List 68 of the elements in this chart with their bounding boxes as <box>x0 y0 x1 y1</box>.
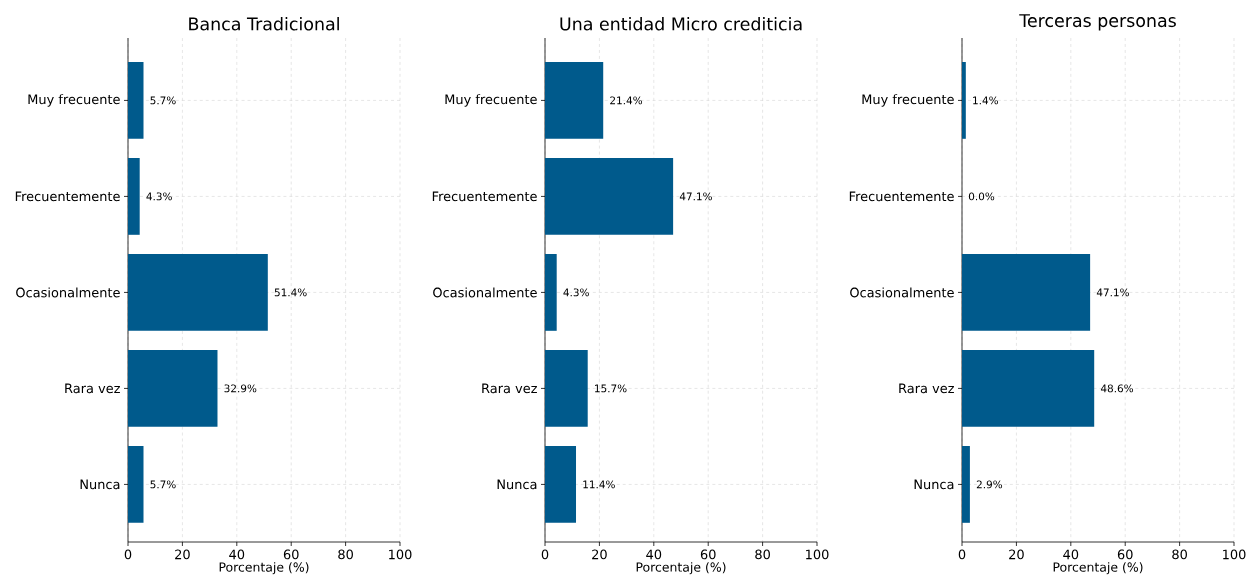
bar <box>962 350 1095 427</box>
bar <box>545 254 557 331</box>
x-tick-label: 0 <box>124 549 132 560</box>
y-tick-label: Muy frecuente <box>862 94 954 107</box>
bar <box>545 62 604 139</box>
y-tick-label: Ocasionalmente <box>16 287 120 298</box>
x-tick-label: 20 <box>592 549 607 560</box>
x-tick-label: 60 <box>1117 549 1133 560</box>
x-tick-label: 60 <box>283 549 299 560</box>
data-label: 15.7% <box>595 384 627 393</box>
x-tick-label: 20 <box>175 549 190 560</box>
y-tick-label: Frecuentemente <box>432 191 537 202</box>
x-tick-label: 80 <box>338 549 353 560</box>
x-axis-title: Porcentaje (%) <box>1053 562 1143 575</box>
bar <box>128 350 218 427</box>
y-tick-label: Ocasionalmente <box>433 287 537 298</box>
data-label: 4.3% <box>146 192 172 201</box>
bar <box>128 254 268 331</box>
x-tick-label: 60 <box>700 549 716 560</box>
data-label: 4.3% <box>563 288 589 297</box>
x-axis-title: Porcentaje (%) <box>219 562 309 575</box>
data-label: 2.9% <box>976 480 1003 489</box>
bar <box>962 446 970 523</box>
y-tick-label: Rara vez <box>65 383 120 394</box>
bar <box>128 62 144 139</box>
x-tick-label: 0 <box>958 549 966 560</box>
bar <box>545 446 577 523</box>
data-label: 51.4% <box>274 288 307 297</box>
bar <box>128 158 140 235</box>
bar <box>545 158 674 235</box>
x-tick-label: 100 <box>806 549 829 560</box>
x-tick-label: 20 <box>1009 549 1024 560</box>
y-tick-label: Frecuentemente <box>15 191 120 202</box>
y-tick-label: Rara vez <box>899 383 954 394</box>
x-tick-label: 100 <box>389 549 412 560</box>
bar <box>128 446 144 523</box>
x-tick-label: 40 <box>229 549 245 560</box>
bar <box>962 254 1091 331</box>
x-tick-label: 0 <box>541 549 549 560</box>
y-tick-label: Nunca <box>497 479 537 490</box>
chart-title: Una entidad Micro crediticia <box>560 17 802 31</box>
y-tick-label: Muy frecuente <box>445 94 537 107</box>
y-tick-label: Nunca <box>914 479 954 490</box>
data-label: 5.7% <box>150 480 176 489</box>
data-label: 48.6% <box>1100 384 1134 393</box>
x-tick-label: 100 <box>1223 549 1246 560</box>
data-label: 47.1% <box>679 192 712 201</box>
x-axis-title: Porcentaje (%) <box>636 562 726 575</box>
x-tick-label: 80 <box>755 549 770 560</box>
data-label: 11.4% <box>583 480 615 489</box>
bar <box>545 350 588 427</box>
y-tick-label: Rara vez <box>482 383 537 394</box>
data-label: 21.4% <box>610 96 643 105</box>
x-tick-label: 80 <box>1172 549 1187 560</box>
chart-title: Banca Tradicional <box>189 17 339 31</box>
y-tick-label: Ocasionalmente <box>850 287 954 298</box>
chart-title: Terceras personas <box>1019 14 1176 31</box>
data-label: 32.9% <box>224 384 257 393</box>
data-label: 1.4% <box>973 96 999 105</box>
y-tick-label: Frecuentemente <box>849 191 954 202</box>
data-label: 47.1% <box>1096 288 1129 297</box>
data-label: 0.0% <box>968 192 995 201</box>
y-tick-label: Nunca <box>80 479 120 490</box>
data-label: 5.7% <box>150 96 176 105</box>
bar <box>962 62 966 139</box>
x-tick-label: 40 <box>1063 549 1079 560</box>
x-tick-label: 40 <box>646 549 662 560</box>
y-tick-label: Muy frecuente <box>28 94 120 107</box>
